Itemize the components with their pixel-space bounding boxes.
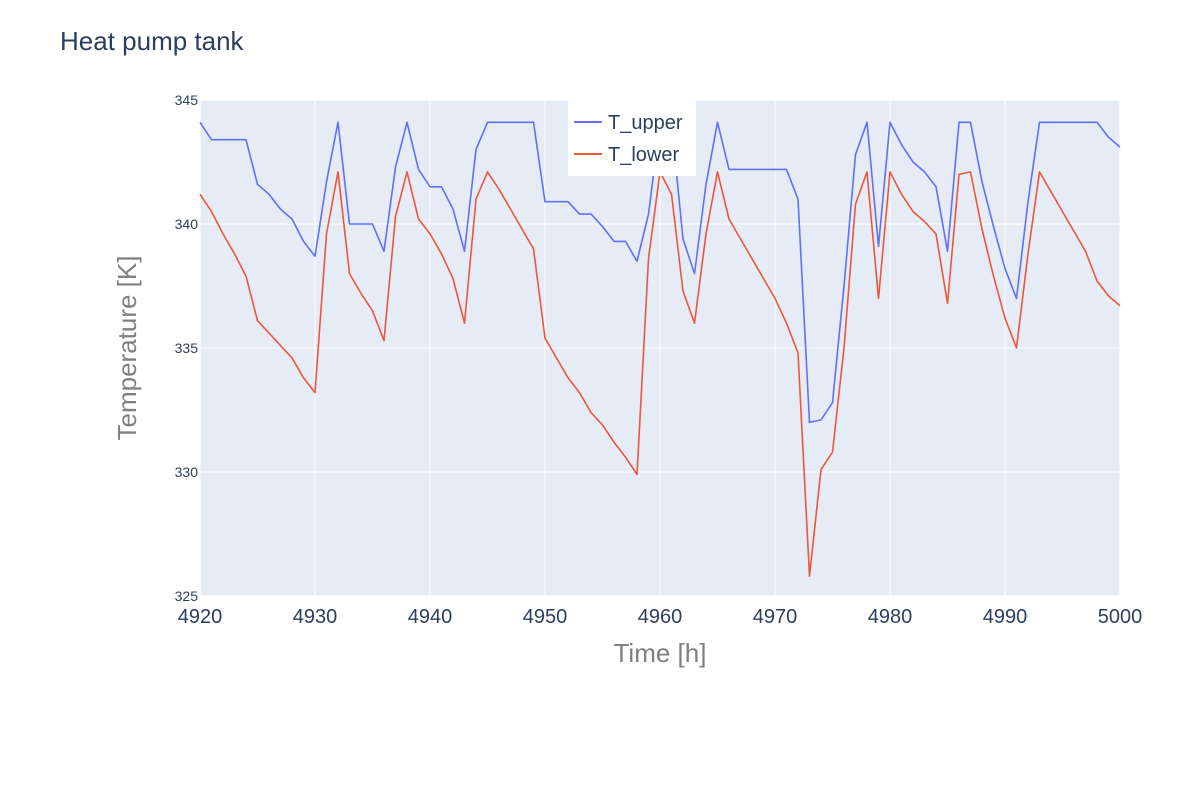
x-tick-label: 4950 bbox=[523, 606, 568, 628]
legend-label-T_lower: T_lower bbox=[608, 144, 679, 166]
y-tick-label: 345 bbox=[175, 92, 199, 108]
legend-label-T_upper: T_upper bbox=[608, 112, 683, 134]
y-tick-label: 330 bbox=[175, 464, 199, 480]
y-tick-label: 335 bbox=[175, 340, 199, 356]
x-tick-label: 4990 bbox=[983, 606, 1028, 628]
x-tick-label: 4960 bbox=[638, 606, 683, 628]
x-tick-label: 5000 bbox=[1098, 606, 1143, 628]
x-axis-title: Time [h] bbox=[614, 638, 707, 668]
x-tick-label: 4920 bbox=[178, 606, 223, 628]
x-tick-label: 4940 bbox=[408, 606, 453, 628]
tick-labels: 4920 4930 4940 4950 4960 4970 4980 4990 5000 325 3… bbox=[175, 92, 1143, 628]
y-tick-label: 325 bbox=[175, 588, 199, 604]
x-tick-label: 4970 bbox=[753, 606, 798, 628]
y-tick-label: 340 bbox=[175, 216, 199, 232]
legend[interactable]: T_upper T_lower bbox=[568, 100, 696, 176]
legend-box bbox=[568, 100, 696, 176]
x-tick-label: 4930 bbox=[293, 606, 338, 628]
y-axis-title: Temperature [K] bbox=[112, 256, 142, 441]
x-tick-label: 4980 bbox=[868, 606, 913, 628]
chart-title: Heat pump tank bbox=[60, 26, 245, 56]
